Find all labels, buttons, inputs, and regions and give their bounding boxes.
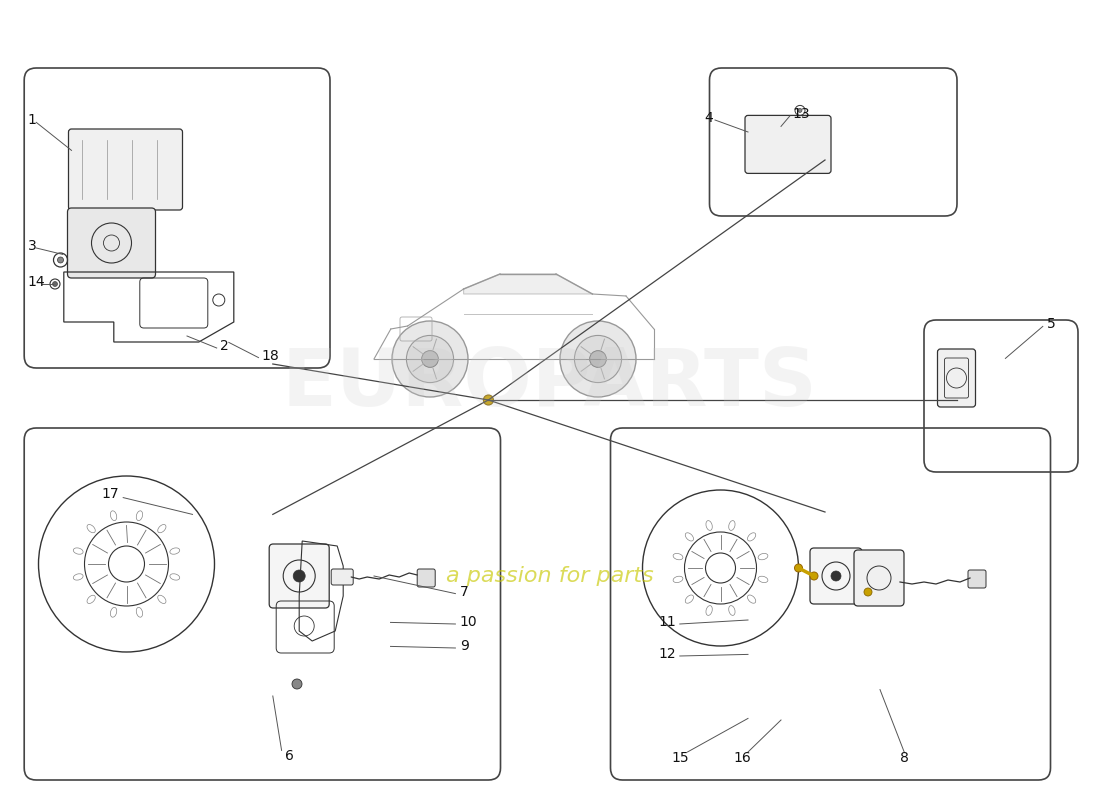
Text: a passion for parts: a passion for parts bbox=[447, 566, 653, 586]
Text: EUROPARTS: EUROPARTS bbox=[282, 345, 818, 423]
Text: 6: 6 bbox=[285, 749, 294, 763]
Text: 8: 8 bbox=[900, 751, 909, 766]
Text: 13: 13 bbox=[792, 106, 810, 121]
Circle shape bbox=[864, 588, 872, 596]
FancyBboxPatch shape bbox=[854, 550, 904, 606]
Text: 4: 4 bbox=[704, 111, 713, 126]
Circle shape bbox=[798, 108, 802, 113]
Circle shape bbox=[794, 564, 803, 572]
FancyBboxPatch shape bbox=[270, 544, 329, 608]
FancyBboxPatch shape bbox=[937, 349, 976, 407]
FancyBboxPatch shape bbox=[968, 570, 986, 588]
Text: 2: 2 bbox=[220, 338, 229, 353]
Circle shape bbox=[292, 679, 302, 689]
Circle shape bbox=[406, 335, 453, 382]
FancyBboxPatch shape bbox=[417, 569, 436, 587]
Text: 3: 3 bbox=[28, 239, 36, 254]
Text: 16: 16 bbox=[734, 751, 751, 766]
Text: 7: 7 bbox=[460, 585, 469, 599]
FancyBboxPatch shape bbox=[745, 115, 830, 174]
Circle shape bbox=[590, 350, 606, 367]
Text: 11: 11 bbox=[659, 615, 676, 630]
Circle shape bbox=[421, 350, 439, 367]
Circle shape bbox=[53, 282, 57, 286]
Text: 14: 14 bbox=[28, 274, 45, 289]
Circle shape bbox=[560, 321, 636, 397]
FancyBboxPatch shape bbox=[67, 208, 155, 278]
Circle shape bbox=[294, 570, 305, 582]
Circle shape bbox=[810, 572, 818, 580]
FancyBboxPatch shape bbox=[810, 548, 862, 604]
Text: 18: 18 bbox=[262, 349, 279, 363]
Circle shape bbox=[483, 395, 494, 405]
Text: 10: 10 bbox=[460, 615, 477, 630]
Text: 12: 12 bbox=[659, 647, 676, 662]
Text: 5: 5 bbox=[1047, 317, 1056, 331]
Text: 17: 17 bbox=[101, 487, 119, 502]
Text: 9: 9 bbox=[460, 639, 469, 654]
Circle shape bbox=[392, 321, 468, 397]
Circle shape bbox=[830, 571, 842, 581]
Circle shape bbox=[57, 257, 64, 263]
FancyBboxPatch shape bbox=[68, 129, 183, 210]
Circle shape bbox=[574, 335, 622, 382]
Text: 1: 1 bbox=[28, 113, 36, 127]
FancyBboxPatch shape bbox=[331, 569, 353, 585]
Text: 15: 15 bbox=[671, 751, 689, 766]
Polygon shape bbox=[463, 274, 593, 294]
